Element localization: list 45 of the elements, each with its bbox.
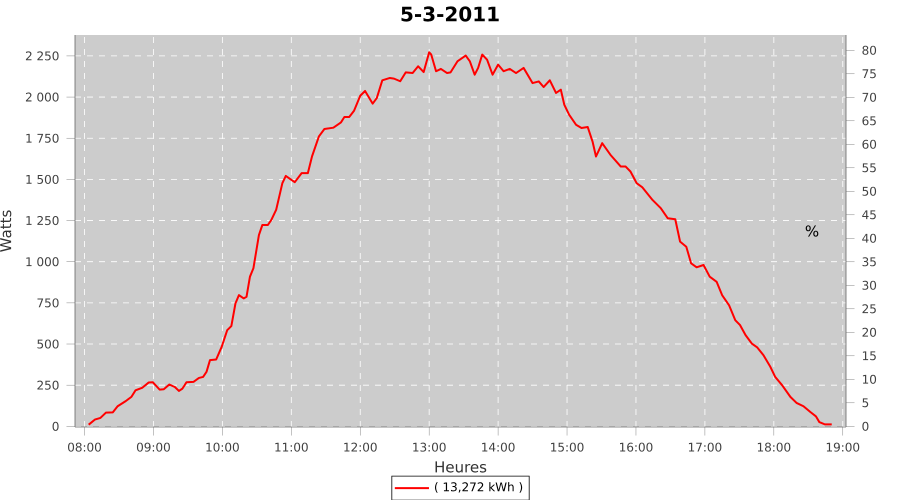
y2-tick-label: 75	[862, 69, 876, 78]
x-tick-label: 11:00	[275, 442, 308, 452]
y2-tick-label: 35	[862, 257, 876, 266]
y2-tick-label: 80	[862, 46, 876, 55]
x-tick-label: 12:00	[344, 442, 377, 452]
y2-tick-label: 15	[862, 351, 876, 360]
x-tick-label: 10:00	[206, 442, 239, 452]
x-axis-title: Heures	[436, 461, 486, 473]
y-tick-label: 2 000	[26, 92, 59, 102]
y2-tick-label: 55	[862, 163, 876, 172]
x-tick-label: 15:00	[551, 442, 584, 452]
y-tick-label: 1 500	[26, 174, 59, 184]
x-tick-label: 18:00	[758, 442, 790, 452]
y2-tick-label: 0	[862, 422, 868, 431]
x-tick-label: 13:00	[413, 442, 446, 452]
y2-tick-label: 50	[862, 186, 876, 196]
x-tick-label: 17:00	[688, 442, 722, 452]
y-tick-label: 250	[37, 380, 59, 390]
x-tick-label: 08:00	[68, 442, 102, 452]
y2-tick-label: 10	[862, 374, 876, 384]
line-series	[88, 51, 833, 426]
y-tick-label: 1 000	[26, 257, 59, 266]
y2-tick-label: 65	[862, 116, 876, 126]
y-axis-title: Watts	[0, 210, 12, 252]
x-tick-label: 16:00	[620, 442, 652, 452]
x-tick-label: 09:00	[136, 442, 170, 452]
legend-label: ( 13,272 kWh )	[435, 482, 522, 493]
y2-tick-label: 5	[862, 398, 868, 408]
x-tick-label: 14:00	[482, 442, 515, 452]
x-tick-label: 19:00	[826, 442, 860, 452]
y2-tick-label: 70	[862, 92, 876, 102]
y-tick-label: 1 250	[26, 216, 59, 226]
y2-tick-label: 40	[862, 234, 876, 243]
y2-tick-label: 45	[862, 210, 876, 220]
y-tick-label: 750	[37, 298, 59, 308]
y-tick-label: 1 750	[26, 134, 59, 143]
y2-tick-label: 30	[862, 280, 876, 290]
y2-axis-title: %	[806, 225, 818, 237]
y2-tick-label: 60	[862, 140, 876, 149]
y-tick-label: 0	[52, 422, 59, 431]
y-tick-label: 2 250	[26, 51, 59, 60]
chart-title: 5-3-2011	[401, 6, 499, 22]
y2-tick-label: 20	[862, 328, 876, 337]
y-tick-label: 500	[37, 339, 59, 349]
y2-tick-label: 25	[862, 304, 876, 314]
